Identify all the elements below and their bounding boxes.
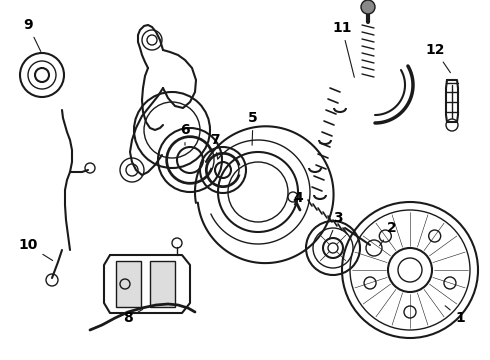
Text: 11: 11 bbox=[332, 21, 354, 77]
Text: 1: 1 bbox=[445, 306, 465, 325]
Text: 2: 2 bbox=[380, 221, 397, 246]
Text: 5: 5 bbox=[248, 111, 258, 145]
Text: 4: 4 bbox=[293, 191, 303, 205]
Text: 10: 10 bbox=[18, 238, 52, 261]
Bar bbox=[150, 261, 175, 307]
Circle shape bbox=[361, 0, 375, 14]
Text: 9: 9 bbox=[23, 18, 41, 51]
Bar bbox=[116, 261, 141, 307]
Text: 3: 3 bbox=[329, 211, 343, 239]
Text: 8: 8 bbox=[123, 309, 143, 325]
Text: 7: 7 bbox=[210, 133, 220, 159]
Text: 12: 12 bbox=[425, 43, 450, 73]
Text: 6: 6 bbox=[180, 123, 190, 145]
